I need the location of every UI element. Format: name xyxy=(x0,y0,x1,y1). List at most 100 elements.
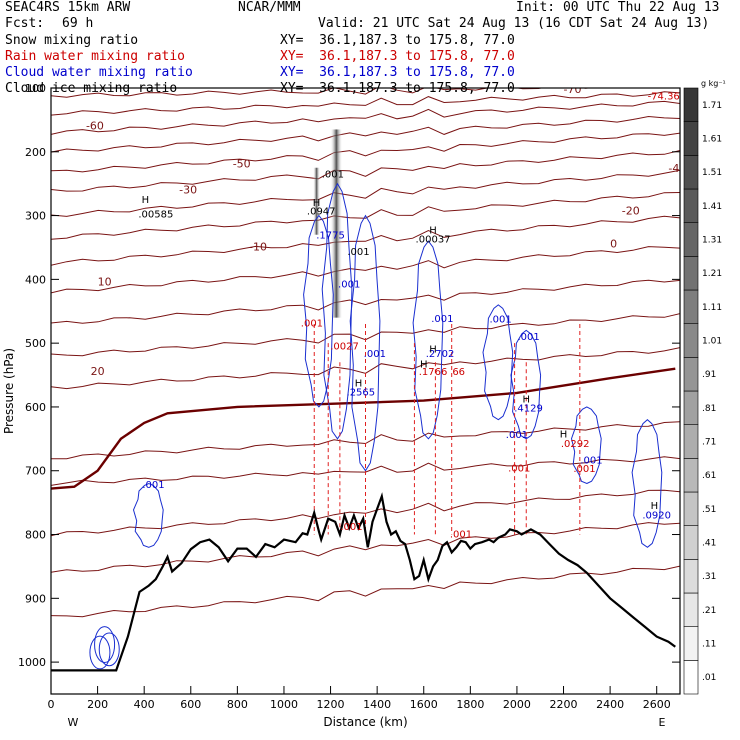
colorbar-cell xyxy=(683,491,699,526)
contour-value-label: .00037 xyxy=(416,234,451,245)
contour-value-label: .001 xyxy=(573,464,595,475)
contour-value-label: .4129 xyxy=(514,403,543,414)
x-tick-label: 2600 xyxy=(643,698,671,711)
cloud-water-contour xyxy=(303,214,334,408)
init-time: Init: 00 UTC Thu 22 Aug 13 xyxy=(516,0,720,15)
colorbar-label: 1.71 xyxy=(702,101,722,111)
colorbar-cell xyxy=(683,155,699,190)
field-name-rain: Rain water mixing ratio xyxy=(5,49,186,64)
temperature-contour-line xyxy=(51,169,680,217)
maximum-marker: H xyxy=(651,501,659,512)
terrain-path xyxy=(51,492,676,672)
freezing-level-contour xyxy=(50,367,676,490)
colorbar-label: .61 xyxy=(702,471,716,481)
model-name: SEAC4RS 15km ARW xyxy=(5,0,131,15)
contour-value-label: .001 xyxy=(340,522,362,533)
field-name-cloud-water: Cloud water mixing ratio xyxy=(5,65,193,80)
colorbar-cell xyxy=(683,256,699,291)
contour-value-label: .001 xyxy=(508,463,530,474)
y-tick-label: 600 xyxy=(25,401,46,414)
terrain-line xyxy=(51,492,676,672)
colorbar-cell xyxy=(683,390,699,425)
colorbar-label: 1.01 xyxy=(702,337,722,347)
x-tick-label: 2400 xyxy=(596,698,624,711)
contour-value-label: .001 xyxy=(580,456,602,467)
contour-value-label: .0947 xyxy=(307,206,336,217)
field-xy-rain: XY= 36.1,187.3 to 175.8, 77.0 xyxy=(280,49,515,64)
colorbar-cell xyxy=(683,289,699,324)
colorbar-label: .91 xyxy=(702,370,716,380)
maximum-marker: H xyxy=(522,394,530,405)
y-tick-label: 200 xyxy=(25,146,46,159)
temperature-contour-line xyxy=(51,192,680,240)
y-tick-label: 900 xyxy=(25,592,46,605)
colorbar-cell xyxy=(683,626,699,661)
colorbar-cell xyxy=(683,188,699,223)
cloud-water-contour xyxy=(482,304,514,421)
colorbar-label: .71 xyxy=(702,438,716,448)
temperature-contour-label: -20 xyxy=(622,204,640,217)
snow-shaft xyxy=(330,129,343,318)
temperature-contour-line xyxy=(51,246,680,294)
plot-frame xyxy=(50,87,681,695)
colorbar-label: .41 xyxy=(702,539,716,549)
maximum-marker: H xyxy=(560,430,568,441)
contour-value-label: .001 xyxy=(450,530,472,541)
field-name-cloud-ice: Cloud ice mixing ratio xyxy=(5,81,178,96)
contour-value-label: .0920 xyxy=(642,511,671,522)
x-tick-label: 0 xyxy=(48,698,55,711)
field-xy-cloud-ice: XY= 36.1,187.3 to 175.8, 77.0 xyxy=(280,81,515,96)
forecast-label: Fcst: xyxy=(5,16,45,31)
colorbar-cell xyxy=(683,323,699,358)
field-xy-snow: XY= 36.1,187.3 to 175.8, 77.0 xyxy=(280,33,515,48)
colorbar-label: 1.61 xyxy=(702,135,722,145)
cloud-water-contour xyxy=(570,406,602,485)
cloud-water-contour xyxy=(89,635,111,670)
colorbar-label: .51 xyxy=(702,505,716,515)
y-tick-label: 300 xyxy=(25,210,46,223)
cloud-water-contour xyxy=(510,329,542,440)
maximum-marker: H xyxy=(313,198,321,209)
temperature-contour-line xyxy=(51,91,680,116)
contour-value-label: .001 xyxy=(322,169,344,180)
colorbar-label: .31 xyxy=(702,572,716,582)
y-tick-label: 500 xyxy=(25,337,46,350)
x-tick-label: 800 xyxy=(227,698,248,711)
temperature-contour-line xyxy=(51,100,680,135)
east-label: E xyxy=(659,716,666,729)
temperature-contour-label: 20 xyxy=(91,365,105,378)
temperature-contour-line xyxy=(51,565,680,618)
maximum-marker: H xyxy=(142,195,150,206)
cloud-water-contour xyxy=(349,214,381,472)
temperature-contour-label: -50 xyxy=(233,158,251,171)
maximum-marker: H xyxy=(420,359,428,370)
colorbar-cell xyxy=(683,87,699,122)
colorbar-label: .81 xyxy=(702,404,716,414)
contour-value-label: .001 xyxy=(431,314,453,325)
maximum-marker: H xyxy=(429,225,437,236)
colorbar: .01 .11 .21 .31 .41 .51 .61 .71 .81 .91 1.01 1.11 1.… xyxy=(683,79,726,695)
colorbar-cell xyxy=(683,222,699,257)
y-tick-label: 800 xyxy=(25,529,46,542)
center-name: NCAR/MMM xyxy=(238,0,301,15)
colorbar-label: 1.11 xyxy=(702,303,722,313)
colorbar-label: .11 xyxy=(702,640,716,650)
x-axis-label: Distance (km) xyxy=(323,715,407,729)
cloud-water-contour xyxy=(98,632,120,667)
colorbar-unit: g kg⁻¹ xyxy=(701,79,726,88)
field-name-snow: Snow mixing ratio xyxy=(5,33,139,48)
y-tick-label: 1000 xyxy=(18,656,46,669)
colorbar-cell xyxy=(683,424,699,459)
temperature-contour-line xyxy=(51,215,680,266)
temperature-contour-label: -30 xyxy=(179,183,197,196)
contour-value-label: .2702 xyxy=(426,349,455,360)
x-tick-label: 600 xyxy=(180,698,201,711)
colorbar-label: .21 xyxy=(702,606,716,616)
cloud-water-contour xyxy=(132,482,164,548)
x-tick-label: 200 xyxy=(87,698,108,711)
colorbar-label: 1.21 xyxy=(702,269,722,279)
x-tick-label: 1200 xyxy=(317,698,345,711)
x-tick-label: 1000 xyxy=(270,698,298,711)
x-tick-label: 2200 xyxy=(550,698,578,711)
